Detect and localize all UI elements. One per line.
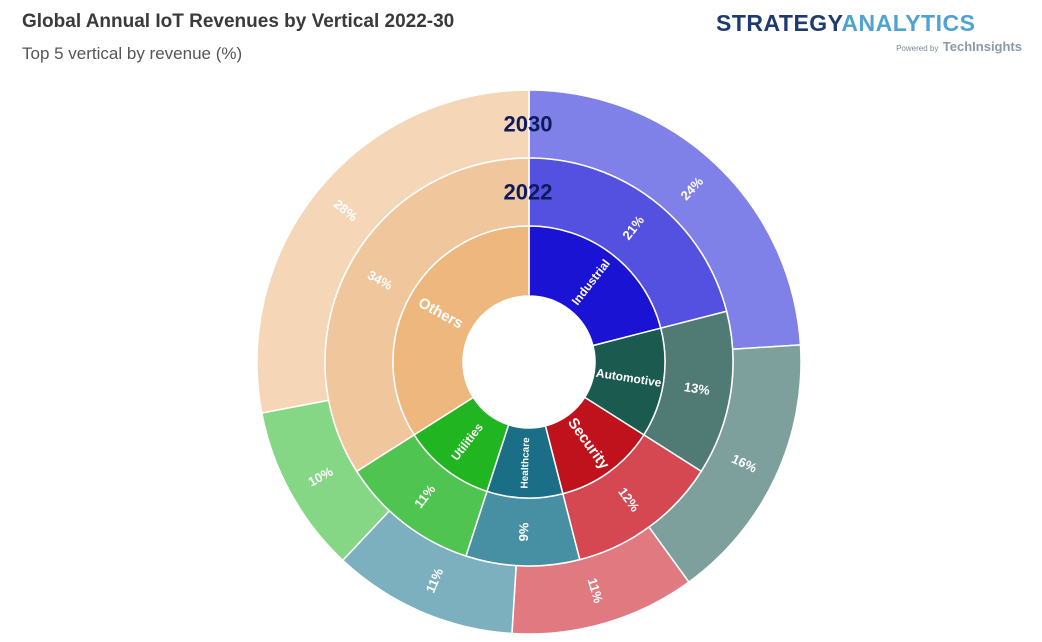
middle-label-healthcare: 9% <box>516 522 532 542</box>
ring-year-label-2030: 2030 <box>504 112 553 137</box>
logo-powered-text: Powered by <box>896 44 939 53</box>
inner-label-healthcare: Healthcare <box>520 437 533 489</box>
logo-analytics-text: ANALYTICS <box>841 10 976 36</box>
logo-strategy-text: STRATEGY <box>716 10 842 36</box>
strategy-analytics-logo: STRATEGYANALYTICS Powered by TechInsight… <box>716 10 1026 58</box>
logo-powered-by: Powered by TechInsights <box>896 38 1022 56</box>
ring-year-label-2022: 2022 <box>504 180 553 205</box>
chart-subtitle: Top 5 vertical by revenue (%) <box>22 44 243 63</box>
outer-label-security: 11% <box>585 576 607 605</box>
middle-label-automotive: 13% <box>683 379 711 398</box>
center-hole <box>463 296 595 428</box>
logo-wordmark: STRATEGYANALYTICS <box>716 10 975 37</box>
logo-techinsights-text: TechInsights <box>942 39 1022 54</box>
chart-title: Global Annual IoT Revenues by Vertical 2… <box>22 11 455 32</box>
